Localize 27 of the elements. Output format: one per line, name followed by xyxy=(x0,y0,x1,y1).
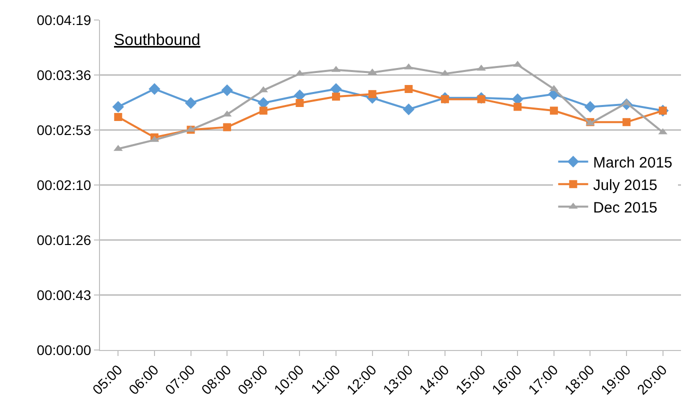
point xyxy=(112,100,124,113)
legend-label: Dec 2015 xyxy=(593,200,658,216)
point xyxy=(296,99,304,108)
point xyxy=(223,123,232,132)
y-tick-label: 00:03:36 xyxy=(36,66,92,83)
point xyxy=(402,104,415,116)
legend-label: July 2015 xyxy=(593,177,658,194)
point xyxy=(184,97,197,109)
y-tick-label: 00:01:26 xyxy=(36,232,92,248)
point xyxy=(622,118,631,126)
y-tick-label: 00:02:53 xyxy=(36,122,92,138)
point xyxy=(514,102,522,111)
point xyxy=(368,90,376,98)
point xyxy=(259,106,268,115)
legend-label: March 2015 xyxy=(593,154,672,172)
point xyxy=(550,106,558,115)
y-tick-label: 00:04:19 xyxy=(36,12,92,28)
point xyxy=(332,92,340,101)
y-tick-label: 00:02:10 xyxy=(36,176,92,193)
y-tick-label: 00:00:00 xyxy=(36,342,92,358)
annotation: Southbound xyxy=(114,32,200,49)
point xyxy=(221,84,233,96)
point xyxy=(584,100,596,113)
y-tick-label: 00:00:43 xyxy=(36,286,92,303)
point xyxy=(148,83,160,95)
point xyxy=(404,85,413,93)
point xyxy=(114,113,122,122)
